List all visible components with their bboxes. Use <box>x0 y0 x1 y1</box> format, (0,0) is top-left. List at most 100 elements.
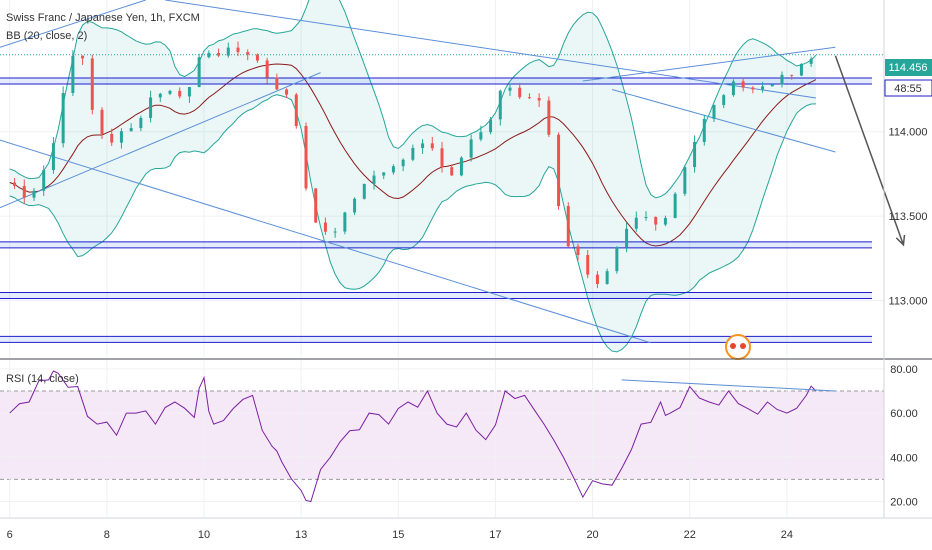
candle-body-87 <box>430 143 434 149</box>
candle-body-137 <box>673 193 677 219</box>
price-tick-label-0: 114.000 <box>889 127 928 139</box>
rsi-axis: 80.00 60.00 40.00 20.00 <box>890 364 918 509</box>
candle-body-97 <box>479 132 483 140</box>
candle-body-119 <box>586 255 590 275</box>
candle-body-79 <box>391 166 395 173</box>
rsi-band-fill <box>0 390 884 480</box>
countdown-badge <box>884 79 932 97</box>
time-tick-label-6: 20 <box>586 529 598 541</box>
candle-body-89 <box>440 148 444 168</box>
projection-arrow <box>834 55 906 247</box>
candle-body-103 <box>508 87 512 91</box>
candle-body-37 <box>187 86 191 97</box>
candle-body-15 <box>81 55 85 59</box>
candle-body-59 <box>294 94 298 127</box>
candle-body-165 <box>809 58 813 64</box>
candle-body-127 <box>625 228 629 248</box>
candle-body-3 <box>22 185 26 198</box>
last-price-label: 114.456 <box>885 59 932 76</box>
level-zone-0 <box>0 78 872 85</box>
candle-body-75 <box>372 175 376 184</box>
trendline-rising-bottom <box>611 89 836 153</box>
candle-body-27 <box>139 117 143 129</box>
candle-body-1 <box>13 182 17 186</box>
arrow-head <box>895 234 906 247</box>
candle-body-93 <box>459 157 463 176</box>
bollinger-band <box>9 0 817 353</box>
time-tick-label-8: 24 <box>781 529 793 541</box>
candle-body-135 <box>663 218 667 225</box>
candle-body-35 <box>178 90 182 97</box>
candle-body-61 <box>304 126 308 189</box>
bb-upper <box>9 0 817 199</box>
price-tick-label-2: 113.000 <box>889 296 928 308</box>
rsi-trendline <box>621 379 836 392</box>
price-axis: 114.000 113.500 113.000 <box>889 127 928 308</box>
time-tick-label-3: 13 <box>295 529 307 541</box>
candle-body-43 <box>217 53 221 56</box>
arrow-shaft <box>834 55 905 246</box>
rsi-line <box>9 370 836 503</box>
time-tick-label-2: 10 <box>198 529 210 541</box>
candle-body-57 <box>285 89 289 95</box>
trendline-lower-left <box>0 72 321 209</box>
time-tick-label-5: 17 <box>489 529 501 541</box>
rsi-series-line <box>9 370 817 503</box>
candle-body-23 <box>119 131 123 143</box>
rsi-tick-label-3: 20.00 <box>890 497 918 509</box>
candle-body-13 <box>71 55 75 93</box>
rsi-tick-label-0: 80.00 <box>890 364 918 376</box>
candle-body-31 <box>158 93 162 98</box>
candle-body-55 <box>275 77 279 90</box>
candle-body-5 <box>32 190 36 198</box>
chart-title: Swiss Franc / Japanese Yen, 1h, FXCM <box>6 12 200 24</box>
candle-body-143 <box>702 118 706 142</box>
candle-body-7 <box>42 170 46 191</box>
candle-body-33 <box>168 90 172 94</box>
candle-body-39 <box>197 57 201 87</box>
trendline-upper-left <box>0 0 146 48</box>
time-axis: 6 8 10 13 15 17 20 22 24 <box>7 529 793 541</box>
candle-body-133 <box>654 216 658 225</box>
candle-body-81 <box>401 159 405 167</box>
rsi-band <box>0 390 884 480</box>
horizontal-levels <box>0 54 884 343</box>
candle-body-107 <box>527 97 531 99</box>
candle-body-131 <box>644 216 648 218</box>
candle-body-105 <box>518 87 522 98</box>
candle-body-157 <box>770 84 774 87</box>
trendline-rising-top <box>582 46 836 82</box>
candle-body-41 <box>207 53 211 58</box>
candle-body-151 <box>741 81 745 88</box>
countdown-label: 48:55 <box>884 79 932 97</box>
rsi-indicator-label: RSI (14, close) <box>6 373 79 385</box>
candle-body-71 <box>353 198 357 213</box>
candle-body-69 <box>343 212 347 232</box>
candle-body-161 <box>790 74 794 76</box>
last-price-text: 114.456 <box>889 62 928 74</box>
candle-body-117 <box>576 246 580 256</box>
candle-body-139 <box>683 167 687 194</box>
candle-body-53 <box>265 60 269 78</box>
candle-body-25 <box>129 128 133 132</box>
candle-body-19 <box>100 109 104 134</box>
candle-body-123 <box>605 271 609 285</box>
candle-body-73 <box>362 183 366 199</box>
candle-body-29 <box>149 97 153 118</box>
candle-body-95 <box>469 139 473 158</box>
candle-body-67 <box>333 231 337 233</box>
bb-basis <box>9 63 817 247</box>
candle-body-99 <box>489 119 493 133</box>
candle-body-63 <box>314 188 318 223</box>
price-tick-label-1: 113.500 <box>889 211 928 223</box>
bb-lower <box>9 94 817 353</box>
rsi-tick-label-1: 60.00 <box>890 408 918 420</box>
bb-fill <box>9 0 816 352</box>
candle-body-49 <box>246 52 250 55</box>
candle-body-111 <box>547 100 551 135</box>
price-pane: Swiss Franc / Japanese Yen, 1h, FXCM BB … <box>0 0 906 360</box>
candle-body-129 <box>634 217 638 229</box>
candle-body-9 <box>51 143 55 171</box>
candle-body-101 <box>498 90 502 120</box>
